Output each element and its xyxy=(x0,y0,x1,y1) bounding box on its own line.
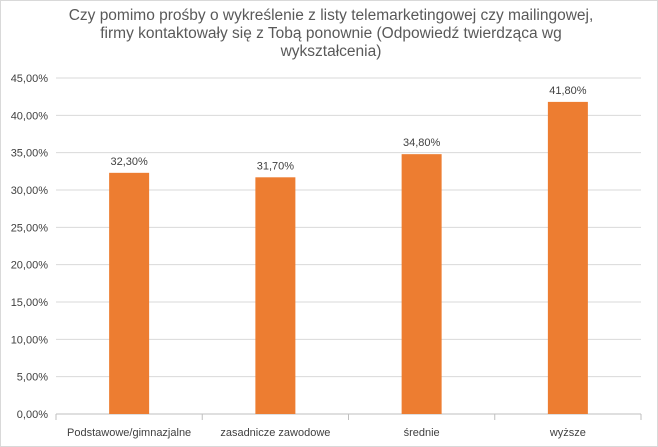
y-tick-label: 15,00% xyxy=(11,297,49,309)
chart-title-line-3: wykształcenia) xyxy=(280,43,382,60)
category-label-1: Podstawowe/gimnazjalne xyxy=(67,427,191,439)
y-tick-label: 45,00% xyxy=(11,73,49,85)
y-tick-label: 5,00% xyxy=(17,372,48,384)
bar-2 xyxy=(255,177,296,414)
y-tick-label: 10,00% xyxy=(11,334,49,346)
category-label-3: średnie xyxy=(404,427,440,439)
y-tick-label: 35,00% xyxy=(11,148,49,160)
y-tick-label: 40,00% xyxy=(11,110,49,122)
y-tick-label: 0,00% xyxy=(17,409,48,421)
bar-4 xyxy=(547,101,588,414)
data-label-4: 41,80% xyxy=(549,85,587,97)
chart-title: Czy pomimo prośby o wykreślenie z listy … xyxy=(61,7,601,61)
y-tick-label: 20,00% xyxy=(11,260,49,272)
chart-title-line-1: Czy pomimo prośby o wykreślenie z listy … xyxy=(68,7,594,24)
bar-3 xyxy=(401,154,442,414)
chart-title-line-2: firmy kontaktowały się z Tobą ponownie (… xyxy=(100,25,562,42)
data-label-1: 32,30% xyxy=(110,156,148,168)
data-label-3: 34,80% xyxy=(403,137,441,149)
bar-1 xyxy=(109,172,150,414)
data-label-2: 31,70% xyxy=(257,160,295,172)
category-label-2: zasadnicze zawodowe xyxy=(220,427,330,439)
y-tick-label: 25,00% xyxy=(11,222,49,234)
category-label-4: wyższe xyxy=(549,427,586,439)
y-tick-label: 30,00% xyxy=(11,185,49,197)
